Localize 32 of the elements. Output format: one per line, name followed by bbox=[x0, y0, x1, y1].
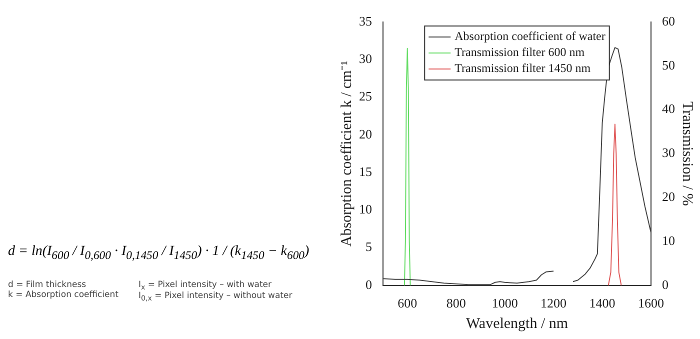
text: k = Absorption coefficient bbox=[8, 290, 118, 300]
y2-tick-label: 40 bbox=[662, 101, 675, 116]
text: I$_{0,x}$ = Pixel intensity – without water bbox=[138, 291, 292, 304]
y-tick-label: 0 bbox=[366, 276, 372, 292]
y-tick-label: 5 bbox=[366, 239, 372, 254]
x-tick-label: 800 bbox=[446, 296, 466, 311]
y2-axis-title: Transmission / % bbox=[679, 101, 696, 206]
x-tick-label: 600 bbox=[398, 296, 418, 311]
y2-tick-label: 50 bbox=[662, 57, 675, 72]
text: d = Film thickness bbox=[8, 280, 88, 290]
text: d = ln(I$_{600}$ / I$_{0,600}$ · I$_{0,1450}$ / I$_{1450}$) · 1 / (k$_{1450}$ − k$_{600}$) bbox=[8, 244, 310, 262]
x-tick-label: 1000 bbox=[492, 296, 518, 311]
y-tick-label: 35 bbox=[359, 13, 372, 28]
y-tick-label: 20 bbox=[359, 126, 372, 142]
y-tick-label: 10 bbox=[359, 202, 372, 217]
y-axis-title: Absorption coefficient k / cm⁻¹ bbox=[338, 60, 355, 247]
y2-tick-label: 10 bbox=[662, 232, 675, 248]
x-tick-label: 1400 bbox=[589, 296, 616, 311]
legend-label: Absorption coefficient of water bbox=[454, 29, 606, 44]
x-tick-label: 1200 bbox=[540, 296, 567, 311]
y-tick-label: 25 bbox=[359, 88, 372, 104]
legend-label: Transmission filter 1450 nm bbox=[454, 61, 592, 76]
y-tick-label: 30 bbox=[359, 51, 372, 66]
legend-label: Transmission filter 600 nm bbox=[454, 45, 586, 60]
y2-tick-label: 0 bbox=[662, 276, 668, 292]
x-tick-label: 1600 bbox=[638, 296, 664, 311]
y2-tick-label: 20 bbox=[662, 189, 675, 204]
y2-tick-label: 60 bbox=[662, 13, 675, 28]
text: I$_{x}$ = Pixel intensity – with water bbox=[138, 280, 273, 292]
y-tick-label: 15 bbox=[359, 164, 372, 179]
x-axis-title: Wavelength / nm bbox=[466, 316, 568, 332]
y2-tick-label: 30 bbox=[662, 145, 675, 160]
